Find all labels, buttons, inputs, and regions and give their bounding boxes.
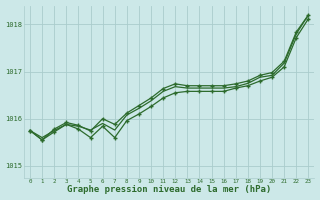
X-axis label: Graphe pression niveau de la mer (hPa): Graphe pression niveau de la mer (hPa)	[67, 185, 271, 194]
